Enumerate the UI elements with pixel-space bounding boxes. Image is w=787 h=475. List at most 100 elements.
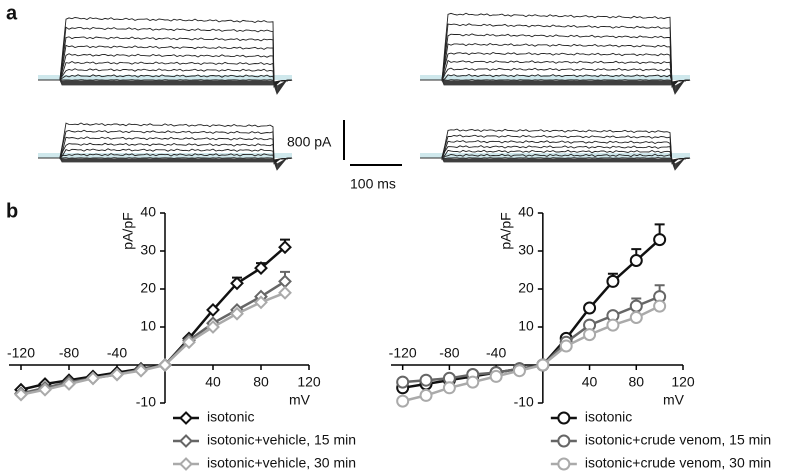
legend-label: isotonic [585, 409, 632, 425]
current-trace [420, 59, 691, 85]
current-trace [420, 23, 691, 88]
data-point [583, 301, 597, 315]
x-axis-label: mV [289, 392, 311, 408]
current-trace [38, 153, 293, 162]
data-point [629, 254, 643, 267]
data-point [230, 306, 244, 321]
current-trace [38, 79, 293, 83]
current-trace [420, 12, 691, 88]
legend-label: isotonic+vehicle, 30 min [207, 455, 356, 471]
data-point [14, 387, 28, 402]
current-trace [420, 149, 691, 162]
legend-marker [179, 434, 193, 448]
x-tick-label: 40 [205, 374, 221, 390]
current-trace [38, 44, 293, 86]
baseline-band [420, 75, 690, 80]
data-point [442, 381, 456, 395]
data-point [206, 320, 220, 334]
y-tick-label: 40 [140, 204, 156, 220]
series-line [402, 295, 661, 384]
x-tick-label: 120 [297, 374, 321, 390]
data-point [629, 299, 643, 313]
y-tick-label: 30 [518, 242, 534, 258]
x-tick-label: -40 [107, 345, 127, 361]
baseline-band [38, 75, 292, 80]
legend-marker [179, 457, 193, 471]
x-axis-label: mV [663, 392, 685, 408]
x-tick-label: -120 [7, 345, 35, 361]
current-trace [38, 60, 293, 85]
current-trace [38, 74, 293, 84]
current-trace [420, 42, 691, 86]
data-point [606, 274, 620, 288]
x-tick-label: 120 [671, 374, 695, 390]
x-tick-label: -120 [389, 345, 417, 361]
data-point [489, 369, 503, 383]
legend-marker [557, 434, 571, 448]
data-point [536, 358, 550, 372]
legend-label: isotonic+crude venom, 30 min [585, 455, 771, 471]
y-tick-label: 20 [518, 280, 534, 296]
data-point [86, 371, 100, 386]
current-traces [38, 12, 691, 171]
current-trace [420, 153, 691, 162]
panel-label: a [6, 2, 18, 24]
data-point [38, 382, 52, 397]
data-point [583, 328, 597, 342]
current-trace [420, 79, 691, 83]
current-trace [38, 79, 293, 95]
current-trace [420, 145, 691, 163]
current-trace [38, 157, 293, 161]
baseline-band [420, 153, 690, 158]
legend-marker [557, 457, 571, 471]
y-tick-label: 10 [518, 318, 534, 334]
current-trace [38, 148, 293, 162]
data-point [653, 299, 667, 313]
data-point [182, 335, 196, 350]
current-trace [420, 140, 691, 164]
current-trace [38, 136, 293, 164]
y-axis-label: pA/pF [498, 212, 514, 249]
y-tick-label: 10 [140, 318, 156, 334]
data-point [134, 363, 148, 378]
x-tick-label: 80 [628, 374, 644, 390]
data-point [206, 302, 220, 317]
legend-label: isotonic [207, 409, 254, 425]
current-trace [420, 67, 691, 84]
current-trace [38, 53, 293, 86]
current-trace [38, 26, 293, 88]
data-point [606, 318, 620, 332]
y-tick-label: -10 [136, 394, 156, 410]
current-trace [420, 128, 691, 165]
x-tick-label: 80 [253, 374, 269, 390]
current-trace [38, 122, 293, 165]
data-point [158, 358, 172, 372]
current-trace [38, 36, 293, 87]
panel-label: b [6, 200, 18, 222]
y-tick-label: 40 [518, 204, 534, 220]
current-trace [420, 134, 691, 164]
current-trace [420, 79, 691, 95]
x-tick-label: -80 [439, 345, 459, 361]
legend-label: isotonic+crude venom, 15 min [585, 432, 771, 448]
baseline-band [38, 153, 292, 158]
data-point [396, 394, 410, 408]
current-trace [38, 129, 293, 164]
y-tick-label: -10 [514, 394, 534, 410]
data-point [653, 233, 667, 247]
data-point [254, 295, 268, 310]
data-point [466, 375, 480, 389]
y-tick-label: 20 [140, 280, 156, 296]
scale-bar-label: 100 ms [350, 176, 396, 192]
data-point [419, 388, 433, 402]
data-point [230, 276, 244, 291]
data-point [419, 373, 433, 387]
legend-label: isotonic+vehicle, 15 min [207, 432, 356, 448]
series-line [20, 280, 286, 395]
scale-bar-label: 800 pA [287, 134, 332, 150]
data-point [254, 261, 268, 276]
current-trace [38, 142, 293, 163]
data-point [62, 377, 76, 391]
